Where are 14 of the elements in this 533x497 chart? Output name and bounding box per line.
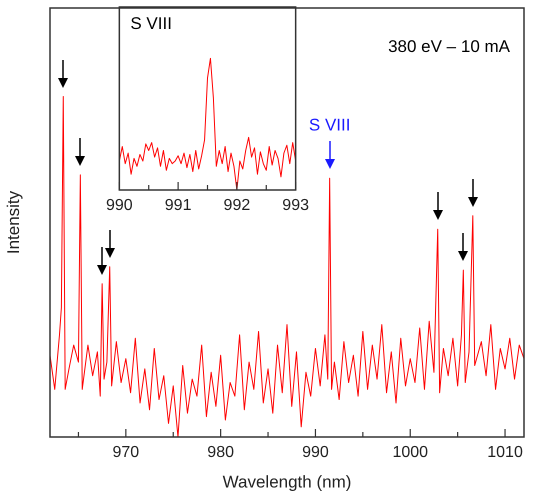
chart-title: S VIII (130, 14, 172, 34)
y-axis-title: Intensity (4, 190, 23, 254)
x-tick-label: 970 (112, 444, 140, 462)
x-tick-label: 990 (106, 197, 133, 214)
x-tick-label: 980 (207, 444, 234, 462)
annotation: S VIII (308, 115, 350, 134)
x-tick-label: 993 (282, 197, 310, 214)
x-tick-label: 990 (302, 444, 329, 462)
x-tick-label: 1000 (392, 444, 428, 462)
x-axis-title: Wavelength (nm) (222, 472, 352, 492)
x-tick-label: 1010 (487, 444, 523, 462)
text: 380 eV – 10 mA (388, 37, 511, 56)
x-tick-label: 992 (224, 197, 250, 214)
x-tick-label: 991 (164, 197, 192, 214)
